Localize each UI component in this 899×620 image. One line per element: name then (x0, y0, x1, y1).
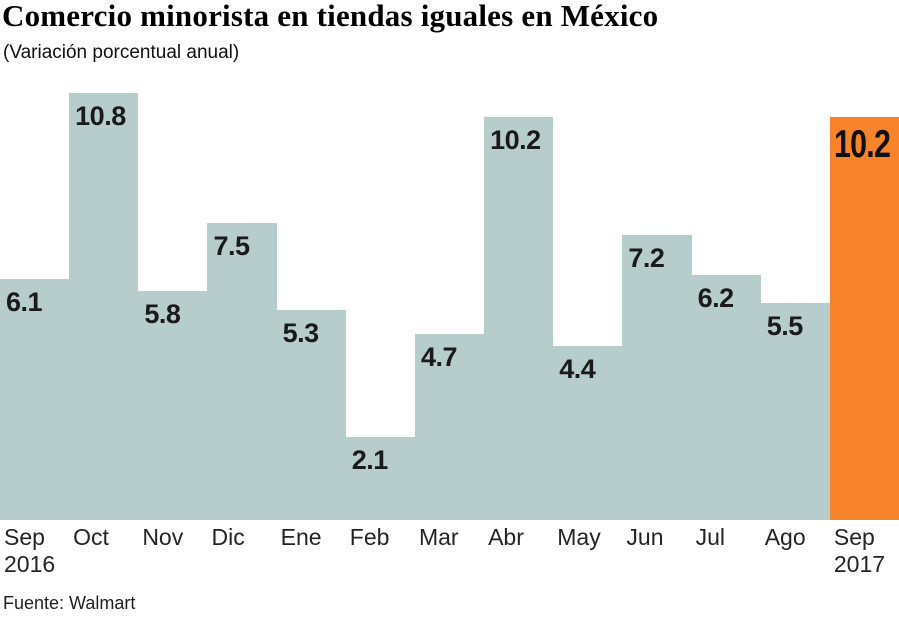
x-axis-label-feb: Feb (349, 524, 390, 550)
x-axis-label-jul: Jul (695, 524, 725, 550)
chart-subtitle: (Variación porcentual anual) (3, 42, 240, 63)
bar-value-label: 2.1 (351, 444, 389, 475)
bar-dic: 7.5 (207, 223, 277, 520)
bar-value-label: 10.2 (833, 122, 891, 166)
x-axis-label-oct: Oct (73, 524, 109, 550)
x-axis-label-abr: Abr (488, 524, 524, 550)
bar-jun: 7.2 (622, 235, 692, 520)
x-axis-label-sep-2017: Sep 2017 (833, 524, 886, 578)
bar-sep-2017: 10.2 (829, 116, 899, 520)
bar-ene: 5.3 (276, 310, 346, 520)
x-axis-label-ene: Ene (280, 524, 322, 550)
bar-may: 4.4 (553, 346, 623, 520)
bar-value-label: 7.2 (628, 243, 665, 274)
bar-feb: 2.1 (345, 436, 415, 520)
x-axis-label-sep-2016: Sep 2016 (4, 524, 56, 578)
x-axis-label-dic: Dic (211, 524, 245, 550)
bar-abr: 10.2 (484, 116, 554, 520)
bar-ago: 5.5 (760, 302, 830, 520)
chart-title: Comercio minorista en tiendas iguales en… (2, 0, 659, 33)
bar-value-label: 6.2 (697, 282, 735, 313)
bar-sep-2016: 6.1 (0, 278, 70, 520)
bar-value-label: 4.4 (559, 354, 596, 385)
bar-value-label: 4.7 (420, 342, 458, 373)
x-axis-label-may: May (557, 524, 601, 550)
x-axis-label-nov: Nov (142, 524, 184, 550)
bar-jul: 6.2 (691, 274, 761, 520)
bar-value-label: 5.8 (144, 298, 181, 329)
x-axis-label-jun: Jun (626, 524, 664, 550)
source-note: Fuente: Walmart (3, 593, 136, 613)
bar-value-label: 6.1 (6, 286, 43, 317)
bar-chart-plot-area: 6.1 10.8 5.8 7.5 5.3 2.1 4.7 10.2 4.4 7.2 6.2 5.5 10… (0, 93, 899, 520)
bar-value-label: 7.5 (213, 231, 250, 262)
bar-nov: 5.8 (138, 290, 208, 520)
bar-value-label: 10.2 (490, 124, 541, 155)
bar-value-label: 10.8 (75, 101, 126, 131)
bar-oct: 10.8 (69, 93, 139, 520)
x-axis-label-ago: Ago (764, 524, 806, 550)
bar-mar: 4.7 (414, 334, 485, 520)
x-axis: Sep 2016 Oct Nov Dic Ene Feb Mar Abr May Jun Jul Ago… (0, 524, 899, 578)
bar-value-label: 5.5 (766, 310, 804, 341)
x-axis-label-mar: Mar (418, 524, 459, 550)
bar-value-label: 5.3 (282, 318, 320, 349)
